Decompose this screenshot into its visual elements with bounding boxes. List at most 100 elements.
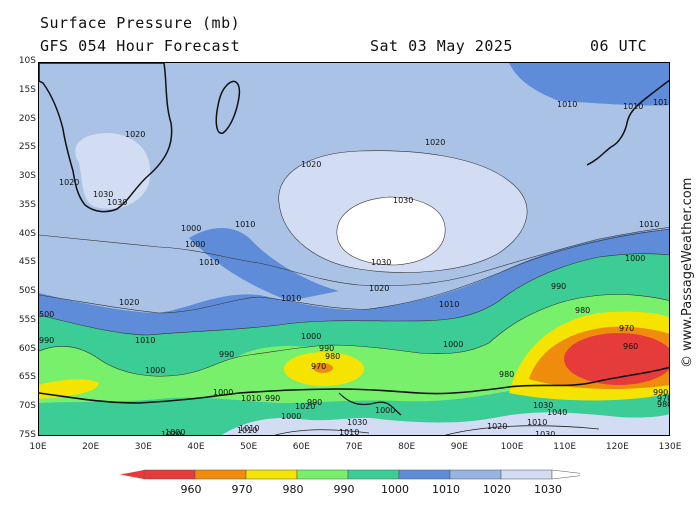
contour-label: 980: [575, 306, 590, 315]
legend-label: 990: [334, 483, 355, 496]
contour-label: 1030: [347, 418, 367, 427]
longitude-label: 50E: [240, 442, 258, 452]
contour-label: 990: [551, 282, 566, 291]
contour-label: 1010: [135, 336, 155, 345]
contour-label: 990: [219, 350, 234, 359]
latitude-label: 45S: [18, 257, 36, 268]
contour-label: 1000: [443, 340, 463, 349]
legend-swatch: [143, 469, 196, 480]
isobar-1020-north: [39, 227, 669, 286]
longitude-label: 30E: [134, 442, 152, 452]
latitude-label: 40S: [18, 228, 36, 239]
longitude-label: 80E: [398, 442, 416, 452]
contour-label: 1010: [339, 428, 359, 436]
contour-label: 1030: [93, 190, 113, 199]
isobar-1030: [278, 150, 528, 273]
australia-coastline: [586, 79, 669, 166]
longitude-label: 40E: [187, 442, 205, 452]
legend-swatch: [245, 469, 298, 480]
contour-label: 1030: [535, 430, 555, 436]
antarctica-coastline: [39, 366, 669, 404]
contour-label: 1030: [371, 258, 391, 267]
contour-label: 1010: [281, 294, 301, 303]
forecast-model: GFS 054 Hour Forecast: [40, 37, 241, 55]
contour-label: 1020: [369, 284, 389, 293]
pressure-map-svg: 1010 1010 101 1020 1020 1020 1030 1030 1…: [39, 63, 670, 436]
contour-label: 1000: [145, 366, 165, 375]
longitude-label: 20E: [82, 442, 100, 452]
longitude-label: 70E: [345, 442, 363, 452]
legend-label: 1000: [381, 483, 409, 496]
latitude-label: 10S: [18, 56, 36, 66]
band-1010-northeast: [509, 63, 669, 106]
contour-label: 1030: [107, 198, 127, 207]
latitude-label: 30S: [18, 171, 36, 182]
latitude-label: 25S: [18, 142, 36, 153]
longitude-label: 110E: [553, 442, 577, 452]
legend-label: 980: [283, 483, 304, 496]
contour-label: 1010: [623, 102, 643, 111]
contour-label: 990: [653, 388, 668, 397]
band-1010-tongue: [189, 227, 339, 301]
latitude-label: 20S: [18, 113, 36, 124]
antarctic-isobars: [274, 425, 600, 435]
watermark-text: © www.PassageWeather.com: [680, 178, 695, 368]
legend-label: 970: [232, 483, 253, 496]
contour-label: 1030: [393, 196, 413, 205]
antarctic-zone: [222, 412, 669, 435]
contour-label: 1010: [199, 258, 219, 267]
legend-arrow-low: [120, 470, 144, 479]
legend-label: 1010: [432, 483, 460, 496]
contour-label: 1020: [295, 402, 315, 411]
contour-label: 500: [39, 310, 54, 319]
contour-label: 990: [265, 394, 280, 403]
contour-label: 1020: [125, 130, 145, 139]
legend-swatch: [500, 469, 553, 480]
legend-swatch: [296, 469, 349, 480]
legend-label: 1030: [534, 483, 562, 496]
low-980-west: [39, 379, 99, 399]
contour-label: 1000: [301, 332, 321, 341]
contour-label: 980: [325, 352, 340, 361]
antarctic-ice-coast: [338, 392, 402, 416]
low-960-east: [564, 333, 669, 385]
contour-label: 1000: [281, 412, 301, 421]
watermark: © www.PassageWeather.com: [680, 178, 695, 368]
pressure-map: 1010 1010 101 1020 1020 1020 1030 1030 1…: [38, 62, 670, 436]
longitude-label: 100E: [500, 442, 524, 452]
isobar-990: [39, 294, 669, 377]
madagascar-coastline: [215, 80, 241, 134]
contour-label: 1010: [237, 426, 257, 435]
contour-label: 101: [653, 98, 668, 107]
contour-label: 1010: [241, 394, 261, 403]
contour-label: 1000: [181, 224, 201, 233]
forecast-date: Sat 03 May 2025: [370, 37, 513, 55]
latitude-label: 55S: [18, 314, 36, 325]
contour-label: 1000: [375, 406, 395, 415]
contour-label: 1010: [557, 100, 577, 109]
contour-label: 1000: [213, 388, 233, 397]
africa-coastline: [39, 63, 173, 213]
contour-label: 1010: [235, 220, 255, 229]
contour-label: 1030: [533, 401, 553, 410]
legend-swatch: [398, 469, 451, 480]
legend-swatch: [449, 469, 502, 480]
contour-label: 970: [311, 362, 326, 371]
low-970: [313, 363, 333, 373]
contour-label: 1000: [185, 240, 205, 249]
contour-label: 1020: [59, 178, 79, 187]
contour-label: 980: [657, 400, 670, 409]
legend-label: 960: [181, 483, 202, 496]
longitude-label: 120E: [605, 442, 629, 452]
latitude-label: 35S: [18, 199, 36, 210]
longitude-label: 10E: [29, 442, 47, 452]
isobar-1010: [39, 228, 669, 314]
legend-swatch: [347, 469, 400, 480]
latitude-label: 70S: [18, 401, 36, 412]
contour-label: 960: [623, 342, 638, 351]
contour-label: 1020: [487, 422, 507, 431]
isobar-1030-inner: [336, 196, 446, 266]
latitude-label: 50S: [18, 286, 36, 297]
contour-label: 990: [307, 398, 322, 407]
contour-label: 990: [319, 344, 334, 353]
